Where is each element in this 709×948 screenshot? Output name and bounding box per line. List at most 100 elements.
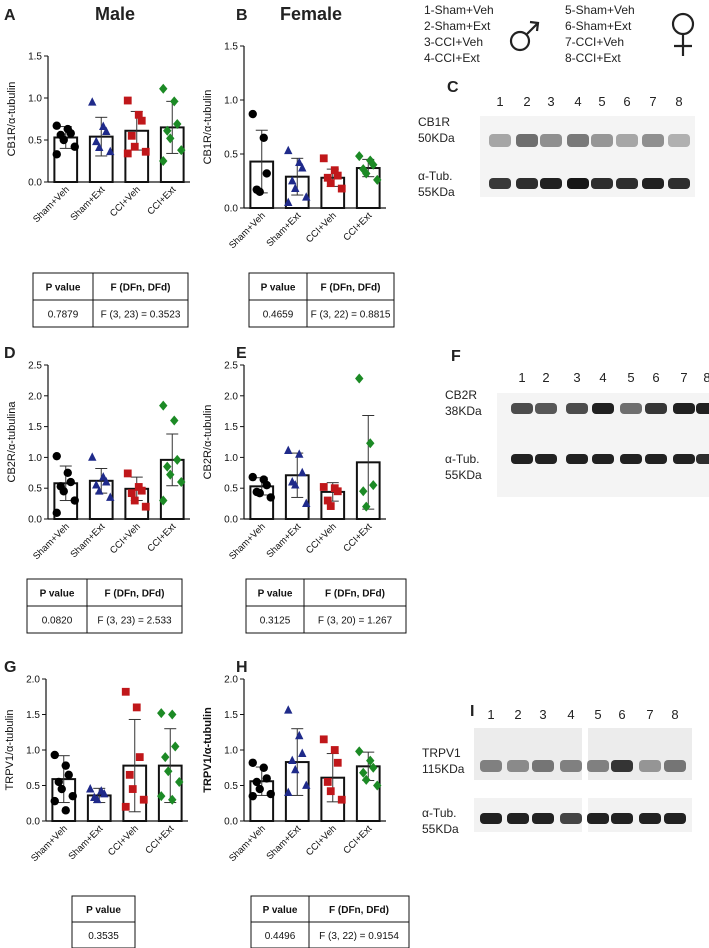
p-value: 0.0820 bbox=[42, 616, 73, 627]
data-point bbox=[52, 150, 61, 159]
data-point bbox=[171, 741, 180, 752]
control-band bbox=[507, 813, 529, 824]
f-stat-header: F (DFn, DFd) bbox=[111, 283, 171, 294]
lane-number: 7 bbox=[680, 370, 687, 385]
data-point bbox=[166, 469, 175, 480]
control-band bbox=[532, 813, 554, 824]
data-point bbox=[326, 502, 335, 510]
y-tick-label: 2.5 bbox=[28, 361, 42, 372]
bar-group bbox=[123, 96, 150, 183]
blot-c: C 1 2 3 4 5 6 7 8 CB1R 50KDa α-Tub. 55KDa bbox=[418, 79, 695, 199]
data-point bbox=[337, 184, 346, 193]
target-band bbox=[511, 403, 533, 414]
data-point bbox=[86, 784, 95, 793]
data-point bbox=[170, 96, 179, 107]
target-band bbox=[639, 760, 661, 772]
panel-d-chart: D 0.0 0.5 1.0 1.5 2.0 2.5 CB2R/α-tubulina Sham+V… bbox=[4, 345, 190, 634]
control-band bbox=[642, 178, 664, 189]
legend-item: 7-CCI+Veh bbox=[565, 35, 624, 49]
data-point bbox=[102, 126, 111, 135]
control-band bbox=[591, 178, 613, 189]
data-point bbox=[173, 454, 182, 465]
blot-f: F 1 2 3 4 5 6 7 8 CB2R 38KDa α-Tub. 55KDa bbox=[445, 348, 709, 497]
x-category-label: Sham+Ext bbox=[264, 210, 303, 249]
data-point bbox=[130, 496, 139, 505]
target-band bbox=[668, 134, 690, 147]
data-point bbox=[106, 146, 115, 156]
f-stat-value: F (3, 22) = 0.9154 bbox=[319, 931, 399, 942]
target-band bbox=[616, 134, 638, 147]
y-tick-label: 2.5 bbox=[224, 361, 238, 372]
control-kda-label: 55KDa bbox=[422, 822, 459, 836]
bar-group bbox=[284, 445, 311, 521]
data-point bbox=[326, 179, 335, 188]
lane-number: 6 bbox=[618, 707, 625, 722]
y-tick-label: 0.0 bbox=[28, 178, 42, 189]
data-point bbox=[50, 750, 59, 760]
data-point bbox=[50, 796, 59, 806]
panel-g-chart: G 0.0 0.5 1.0 1.5 2.0 TRPV1/α-tubulin Sham+VehS… bbox=[4, 659, 188, 948]
y-axis-label: TRPV1/α-tubulin bbox=[4, 710, 16, 791]
control-band bbox=[616, 178, 638, 189]
data-point bbox=[70, 496, 79, 505]
data-point bbox=[355, 151, 364, 162]
p-value-header: P value bbox=[40, 589, 75, 600]
male-symbol-icon bbox=[509, 20, 540, 52]
y-tick-label: 0.5 bbox=[224, 150, 238, 161]
bar-group bbox=[319, 154, 346, 209]
data-point bbox=[366, 438, 375, 449]
control-band bbox=[639, 813, 661, 824]
control-band bbox=[620, 454, 642, 464]
data-point bbox=[59, 487, 68, 496]
data-point bbox=[163, 461, 172, 472]
data-point bbox=[362, 168, 371, 179]
bar-group bbox=[88, 452, 115, 521]
data-point bbox=[161, 752, 170, 763]
p-value-header: P value bbox=[261, 283, 296, 294]
control-band bbox=[516, 178, 538, 189]
data-point bbox=[359, 486, 368, 497]
data-point bbox=[302, 192, 311, 201]
lane-number: 4 bbox=[567, 707, 574, 722]
data-point bbox=[88, 452, 97, 461]
stats-table: P value F (DFn, DFd) 0.3125 F (3, 20) = 1.2… bbox=[245, 578, 407, 634]
control-band bbox=[673, 454, 695, 464]
x-category-label: Sham+Ext bbox=[264, 521, 303, 560]
x-category-label: Sham+Veh bbox=[227, 521, 268, 562]
data-point bbox=[159, 400, 168, 411]
data-point bbox=[57, 784, 66, 794]
x-category-label: Sham+Veh bbox=[31, 521, 72, 562]
data-point bbox=[63, 468, 72, 477]
data-point bbox=[288, 176, 297, 185]
lane-number: 1 bbox=[496, 94, 503, 109]
data-point bbox=[52, 451, 61, 461]
data-point bbox=[92, 480, 101, 489]
bar-group bbox=[52, 121, 79, 183]
lane-number: 2 bbox=[514, 707, 521, 722]
data-point bbox=[159, 83, 168, 94]
y-tick-label: 1.0 bbox=[224, 453, 238, 464]
x-category-label: Sham+Ext bbox=[68, 184, 107, 223]
y-tick-label: 1.0 bbox=[224, 746, 238, 757]
data-point bbox=[175, 776, 184, 787]
data-point bbox=[141, 502, 150, 511]
control-band bbox=[587, 813, 609, 824]
panel-letter: D bbox=[4, 345, 16, 362]
data-point bbox=[333, 487, 342, 496]
x-category-label: Sham+Veh bbox=[31, 184, 72, 225]
target-band bbox=[696, 403, 709, 414]
target-protein-label: TRPV1 bbox=[422, 746, 461, 760]
data-point bbox=[132, 703, 141, 712]
data-point bbox=[373, 174, 382, 185]
bar-group bbox=[159, 400, 186, 521]
control-band bbox=[480, 813, 502, 824]
data-point bbox=[137, 486, 146, 495]
data-point bbox=[166, 133, 175, 144]
data-point bbox=[302, 498, 311, 507]
y-axis-label: CB2R/α-tubulina bbox=[6, 401, 18, 483]
legend-item: 6-Sham+Ext bbox=[565, 19, 632, 33]
y-tick-label: 1.5 bbox=[26, 710, 40, 721]
bar-group bbox=[121, 687, 148, 822]
control-band bbox=[668, 178, 690, 189]
control-protein-label: α-Tub. bbox=[445, 452, 480, 466]
